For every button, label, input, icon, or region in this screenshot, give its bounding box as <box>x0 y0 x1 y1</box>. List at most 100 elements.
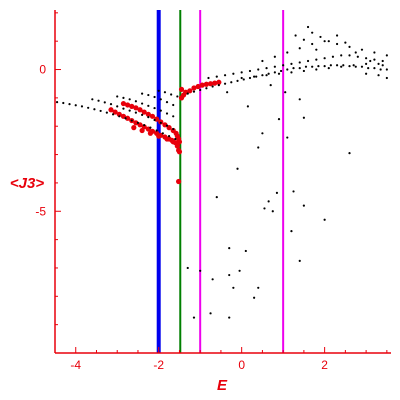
point-black-66 <box>261 74 264 77</box>
point-black-165 <box>323 218 326 221</box>
point-black-45 <box>147 93 150 97</box>
point-red-35 <box>131 125 137 131</box>
point-red-46 <box>187 88 193 94</box>
point-black-166 <box>215 195 218 199</box>
point-black-5 <box>87 106 90 109</box>
point-red-28 <box>133 120 139 126</box>
point-black-6 <box>93 108 96 111</box>
point-red-34 <box>108 107 114 113</box>
point-black-49 <box>172 103 175 107</box>
point-black-168 <box>228 247 231 250</box>
point-black-39 <box>147 104 150 107</box>
point-black-30 <box>153 118 156 122</box>
point-black-63 <box>242 78 245 81</box>
point-black-77 <box>329 64 332 67</box>
point-black-41 <box>159 109 162 112</box>
point-black-117 <box>340 65 343 68</box>
x-tick-label: 0 <box>238 358 245 372</box>
point-red-1 <box>124 102 131 108</box>
point-black-37 <box>134 100 137 103</box>
point-black-121 <box>261 59 264 63</box>
point-black-2 <box>68 103 71 106</box>
point-black-3 <box>74 104 77 107</box>
point-black-28 <box>141 113 144 116</box>
point-black-114 <box>302 69 305 73</box>
point-black-92 <box>248 69 252 73</box>
point-black-153 <box>302 116 305 119</box>
point-black-55 <box>192 90 196 93</box>
point-red-3 <box>133 105 139 111</box>
point-black-152 <box>277 118 281 121</box>
point-black-59 <box>217 84 220 87</box>
point-red-0 <box>120 100 127 107</box>
point-black-43 <box>172 115 175 118</box>
point-black-80 <box>348 65 351 68</box>
x-tick-label: -2 <box>153 358 164 372</box>
point-black-90 <box>232 72 235 75</box>
point-black-48 <box>165 101 169 104</box>
point-black-82 <box>360 65 364 68</box>
point-black-83 <box>367 67 370 70</box>
point-black-149 <box>298 98 301 101</box>
point-black-133 <box>302 38 305 41</box>
point-black-38 <box>141 102 144 105</box>
point-black-76 <box>323 65 326 68</box>
point-red-38 <box>156 133 162 139</box>
point-black-94 <box>265 67 268 70</box>
point-black-103 <box>340 54 343 57</box>
point-black-167 <box>290 230 293 233</box>
axes <box>54 10 391 354</box>
y-axis-label: <J3> <box>10 175 44 192</box>
point-black-109 <box>240 76 243 80</box>
point-black-104 <box>348 54 351 57</box>
point-black-65 <box>255 75 258 78</box>
point-black-99 <box>306 59 310 63</box>
point-black-116 <box>327 67 330 70</box>
point-black-161 <box>292 190 295 193</box>
point-red-37 <box>147 130 154 136</box>
point-black-126 <box>323 40 326 43</box>
point-black-56 <box>199 88 202 92</box>
point-black-141 <box>354 51 357 54</box>
point-black-17 <box>161 132 164 135</box>
point-black-33 <box>172 127 175 131</box>
y-tick-label: -5 <box>35 204 46 218</box>
point-black-46 <box>153 95 156 99</box>
point-black-173 <box>199 269 202 272</box>
point-red-56 <box>176 178 182 185</box>
point-black-34 <box>116 95 119 98</box>
point-black-143 <box>381 64 384 67</box>
point-black-19 <box>174 137 177 141</box>
point-red-33 <box>112 109 118 115</box>
point-black-89 <box>223 74 227 77</box>
point-black-147 <box>269 84 272 87</box>
point-black-138 <box>306 25 310 29</box>
point-black-123 <box>286 51 289 54</box>
point-black-54 <box>186 92 189 95</box>
point-black-177 <box>253 296 256 299</box>
point-black-81 <box>354 65 357 68</box>
point-black-142 <box>369 59 372 63</box>
point-black-175 <box>211 278 214 281</box>
point-black-172 <box>257 286 260 289</box>
point-black-113 <box>290 71 293 74</box>
point-black-29 <box>147 116 150 119</box>
point-red-4 <box>137 107 143 113</box>
point-black-44 <box>141 92 144 95</box>
point-red-2 <box>129 103 135 109</box>
point-black-176 <box>232 286 235 289</box>
point-black-174 <box>186 266 189 270</box>
point-black-178 <box>298 259 301 262</box>
point-black-47 <box>159 98 162 101</box>
point-black-98 <box>298 61 301 64</box>
point-black-102 <box>331 55 335 58</box>
point-black-1 <box>62 101 65 105</box>
point-black-0 <box>55 101 59 104</box>
point-red-47 <box>191 85 197 91</box>
point-black-58 <box>211 85 214 88</box>
point-black-156 <box>348 152 351 155</box>
point-black-86 <box>385 68 388 71</box>
point-black-62 <box>236 79 239 82</box>
point-black-145 <box>377 74 380 77</box>
x-tick-label: -4 <box>70 358 81 372</box>
